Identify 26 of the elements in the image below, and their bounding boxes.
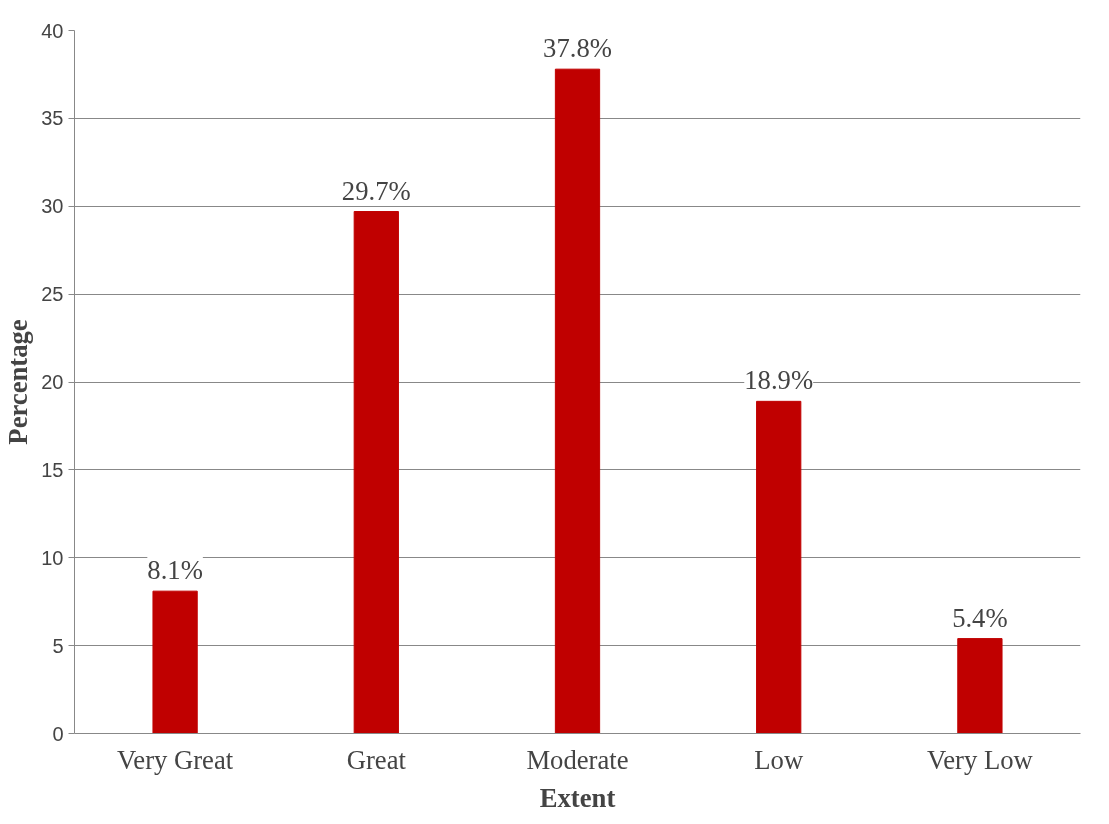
data-label: 37.8% (543, 33, 612, 64)
x-tick-label: Very Low (926, 744, 1034, 775)
y-tick-label: 25 (41, 283, 64, 306)
bar (756, 400, 802, 734)
y-tick-label: 10 (41, 546, 64, 569)
bar (152, 590, 198, 734)
y-tick-label: 35 (41, 107, 64, 130)
y-axis-title: Percentage (3, 319, 34, 445)
y-tick-label: 20 (41, 371, 64, 393)
y-tick-label: 0 (52, 722, 64, 745)
data-label: 5.4% (952, 602, 1008, 633)
bar (554, 68, 601, 734)
x-tick-label: Moderate (526, 744, 629, 775)
data-label: 18.9% (744, 365, 814, 396)
data-label: 8.1% (147, 555, 203, 586)
x-tick-label: Low (754, 744, 804, 775)
y-tick-label: 30 (41, 195, 64, 218)
y-tick-label: 40 (41, 19, 64, 42)
x-axis-title: Extent (539, 782, 616, 813)
x-tick-label: Great (346, 744, 407, 775)
y-tick-label: 15 (41, 458, 64, 481)
bar (353, 211, 399, 734)
bar (957, 638, 1003, 734)
data-label: 29.7% (341, 175, 411, 206)
y-tick-label: 5 (52, 634, 64, 657)
x-tick-label: Very Great (117, 744, 234, 775)
